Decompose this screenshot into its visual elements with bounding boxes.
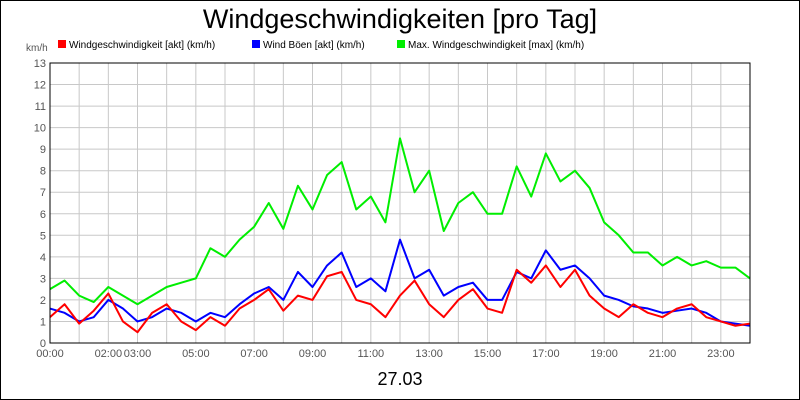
y-tick-label: 11 xyxy=(35,101,46,113)
x-tick-label: 03:00 xyxy=(124,348,152,360)
date-label: 27.03 xyxy=(377,369,422,389)
y-tick-label: 1 xyxy=(40,316,46,328)
legend-swatch-max xyxy=(397,40,405,48)
series-lines xyxy=(49,62,751,344)
y-tick-label: 12 xyxy=(34,80,46,92)
legend-label-boeen: Wind Böen [akt] (km/h) xyxy=(263,40,365,51)
plot-border xyxy=(49,62,751,344)
legend-label-max: Max. Windgeschwindigkeit [max] (km/h) xyxy=(408,40,584,51)
y-tick-label: 3 xyxy=(40,273,46,285)
y-axis-unit: km/h xyxy=(26,43,48,54)
x-tick-label: 17:00 xyxy=(532,348,560,360)
y-tick-label: 0 xyxy=(40,338,46,350)
x-tick-label: 09:00 xyxy=(299,348,327,360)
x-tick-label: 13:00 xyxy=(415,348,443,360)
y-tick-label: 8 xyxy=(40,166,46,178)
y-tick-label: 6 xyxy=(40,209,46,221)
y-tick-label: 5 xyxy=(40,230,46,242)
chart-title: Windgeschwindigkeiten [pro Tag] xyxy=(203,4,597,34)
x-tick-label: 05:00 xyxy=(182,348,210,360)
legend-label-akt: Windgeschwindigkeit [akt] (km/h) xyxy=(69,40,215,51)
x-tick-label: 02:00 xyxy=(95,348,123,360)
x-axis-ticks: 00:00 02:00 03:00 05:00 07:00 09:00 11:00 13:00… xyxy=(36,348,734,360)
x-tick-label: 21:00 xyxy=(649,348,677,360)
series-line-2 xyxy=(49,137,751,306)
legend-swatch-akt xyxy=(58,40,66,48)
y-tick-label: 9 xyxy=(40,144,46,156)
x-tick-label: 11:00 xyxy=(357,348,384,360)
x-tick-label: 19:00 xyxy=(590,348,618,360)
y-tick-label: 10 xyxy=(34,123,46,135)
x-tick-label: 23:00 xyxy=(707,348,735,360)
x-tick-label: 00:00 xyxy=(36,348,64,360)
y-tick-label: 2 xyxy=(40,295,46,307)
series-line-0 xyxy=(49,264,751,334)
y-tick-label: 13 xyxy=(34,58,46,70)
y-tick-label: 4 xyxy=(40,252,46,264)
x-tick-label: 07:00 xyxy=(240,348,268,360)
y-tick-label: 7 xyxy=(40,187,46,199)
legend: Windgeschwindigkeit [akt] (km/h) Wind Bö… xyxy=(58,40,584,51)
legend-swatch-boeen xyxy=(252,40,260,48)
x-tick-label: 15:00 xyxy=(474,348,502,360)
series-line-1 xyxy=(49,238,751,327)
